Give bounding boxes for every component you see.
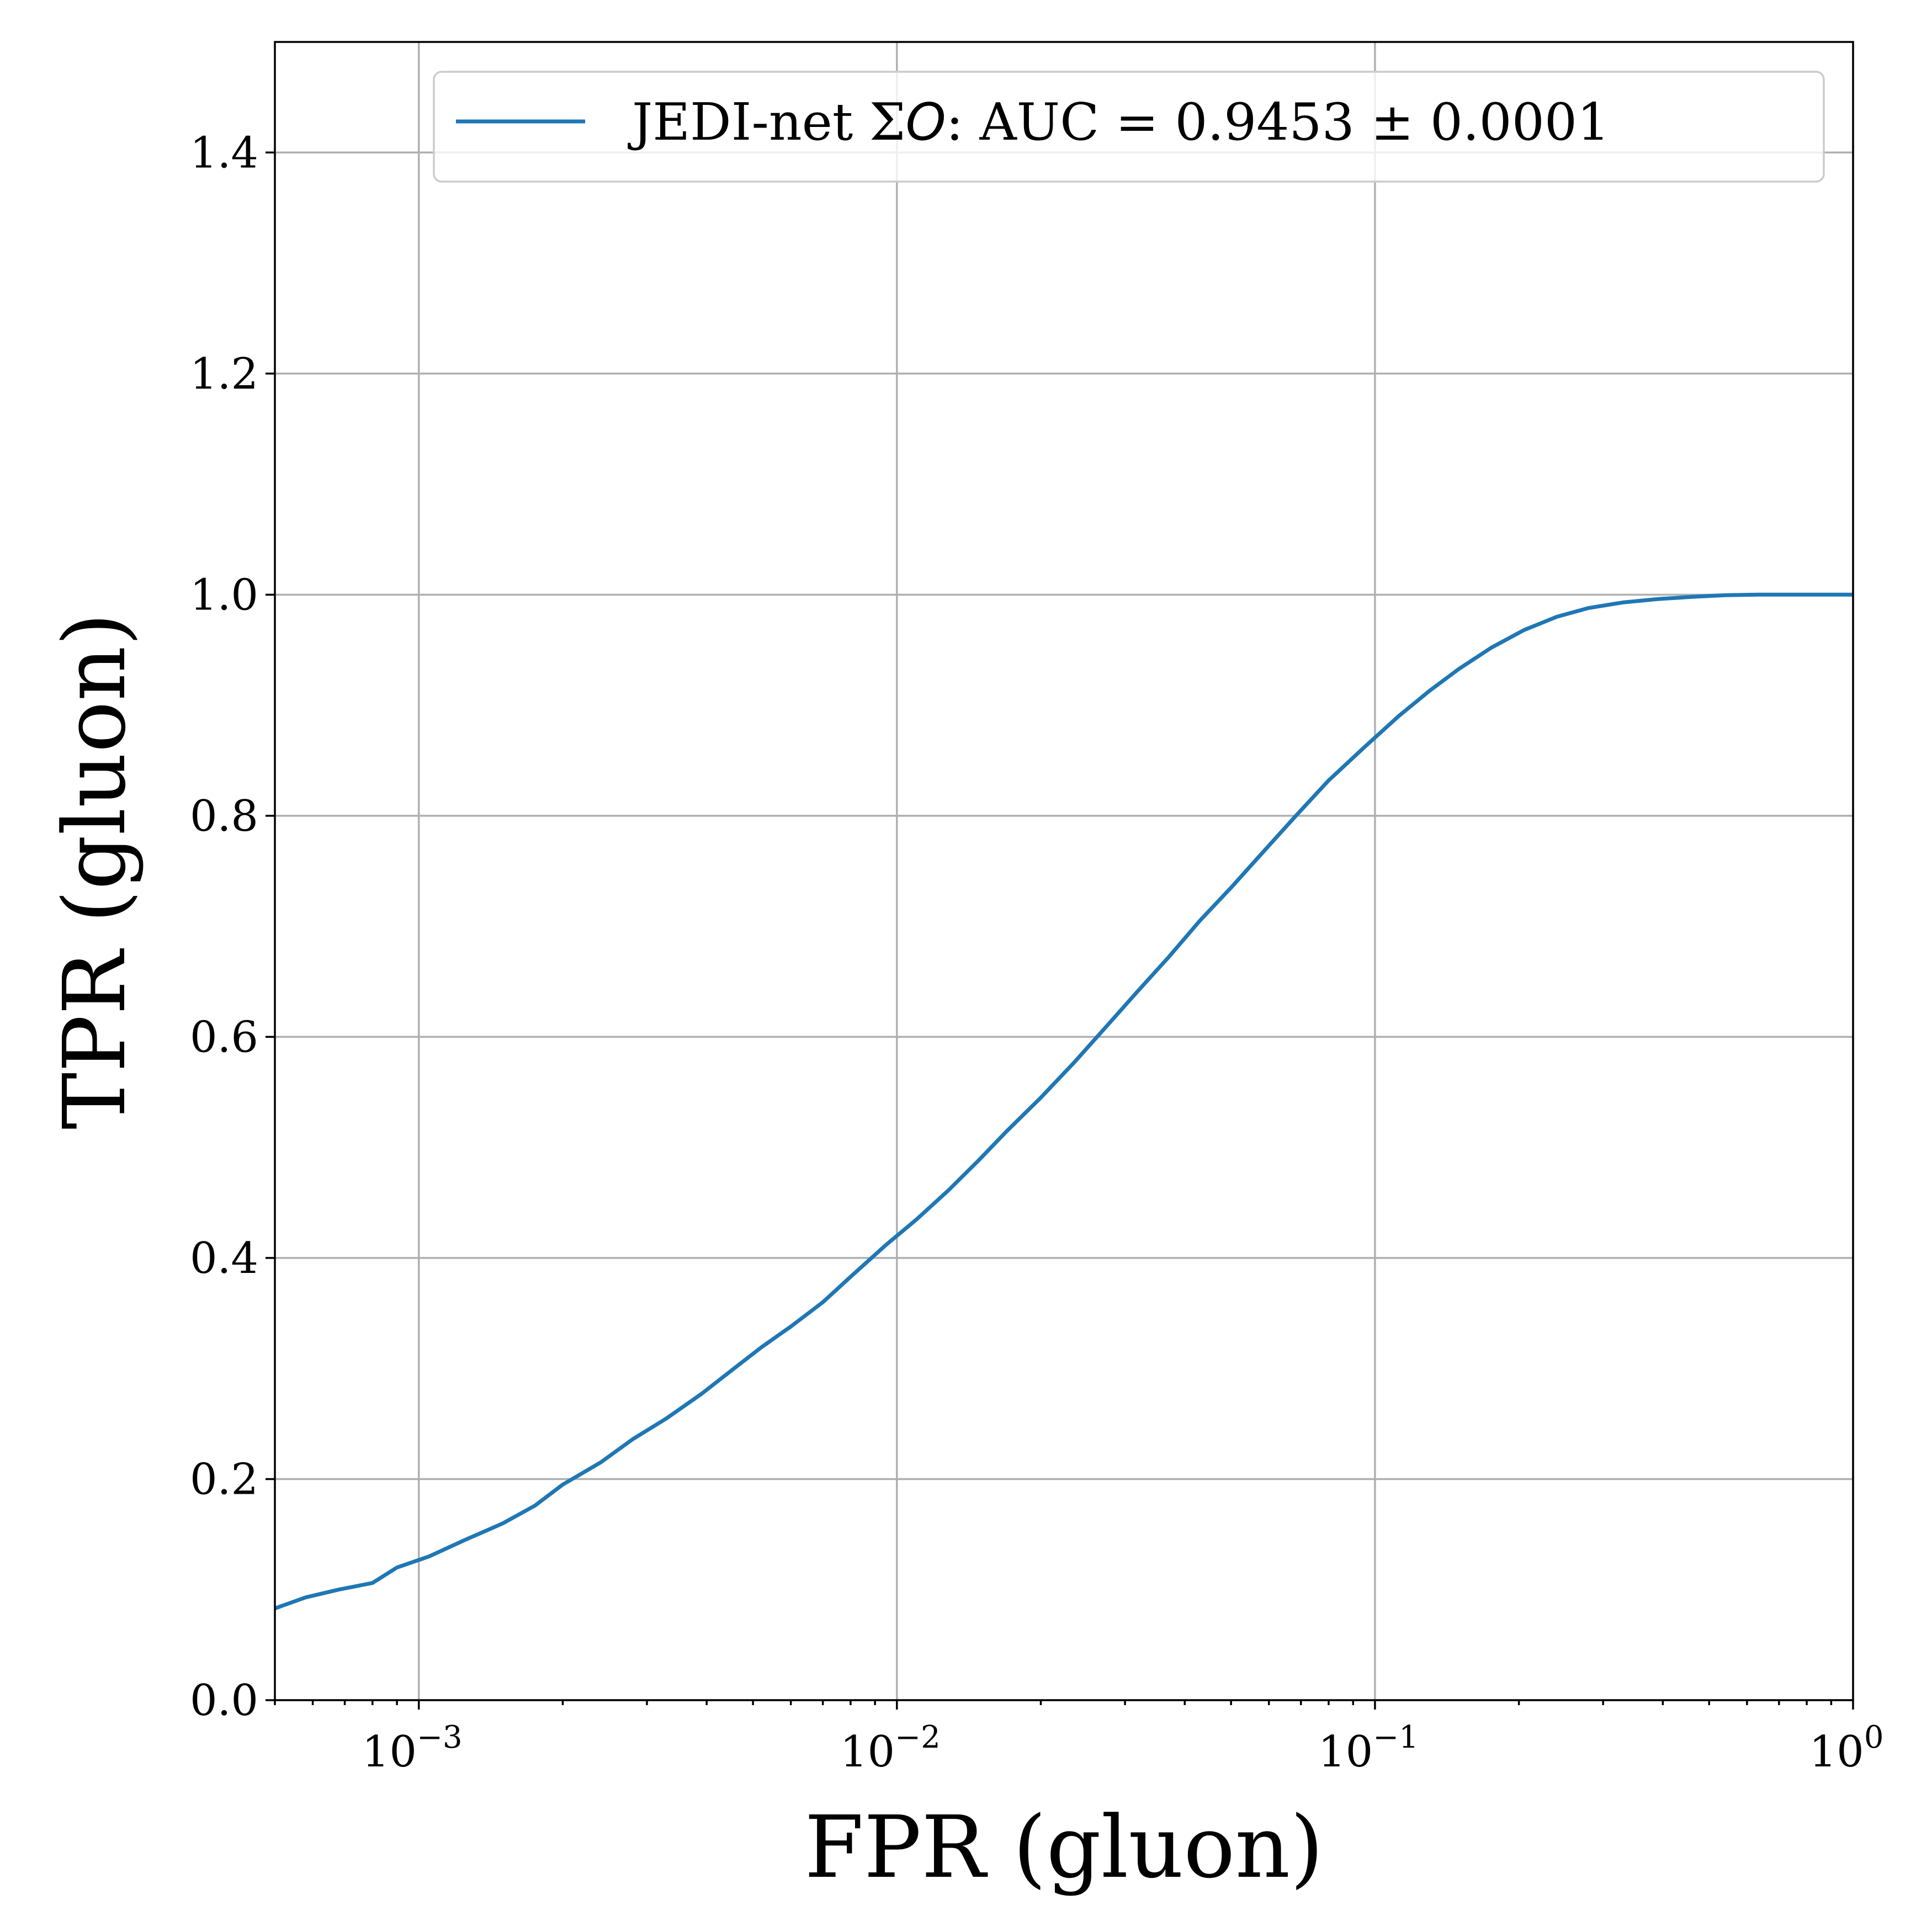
y-tick-label: 0.4 [190, 1234, 258, 1283]
y-tick-label: 1.0 [190, 570, 258, 620]
x-axis: 10−3 10−2 10−1 100 [274, 1700, 1884, 1777]
plot-frame [274, 41, 1854, 1701]
y-axis-label: TPR (gluon) [45, 613, 145, 1129]
y-tick-label: 0.6 [190, 1012, 258, 1062]
y-tick-label: 0.2 [190, 1455, 258, 1504]
legend-box [433, 71, 1825, 183]
y-tick-label: 1.2 [190, 349, 258, 399]
legend-label: JEDI-net ΣO: AUC = 0.9453 ± 0.0001 [628, 92, 1610, 152]
y-tick-label: 1.4 [190, 128, 258, 178]
legend: JEDI-net ΣO: AUC = 0.9453 ± 0.0001 [433, 71, 1825, 183]
roc-curve-line [274, 592, 1853, 1611]
x-tick-label: 10−1 [1318, 1719, 1419, 1777]
y-tick-label: 0.0 [190, 1676, 258, 1726]
y-tick-label: 0.8 [190, 792, 258, 841]
x-tick-label: 10−3 [362, 1719, 463, 1777]
y-axis: 0.0 0.2 0.4 0.6 0.8 1.0 1.2 1.4 [190, 128, 275, 1726]
x-tick-label: 10−2 [840, 1719, 941, 1777]
x-axis-label: FPR (gluon) [804, 1797, 1324, 1897]
x-tick-label: 100 [1809, 1719, 1884, 1777]
series-layer [274, 592, 1853, 1611]
